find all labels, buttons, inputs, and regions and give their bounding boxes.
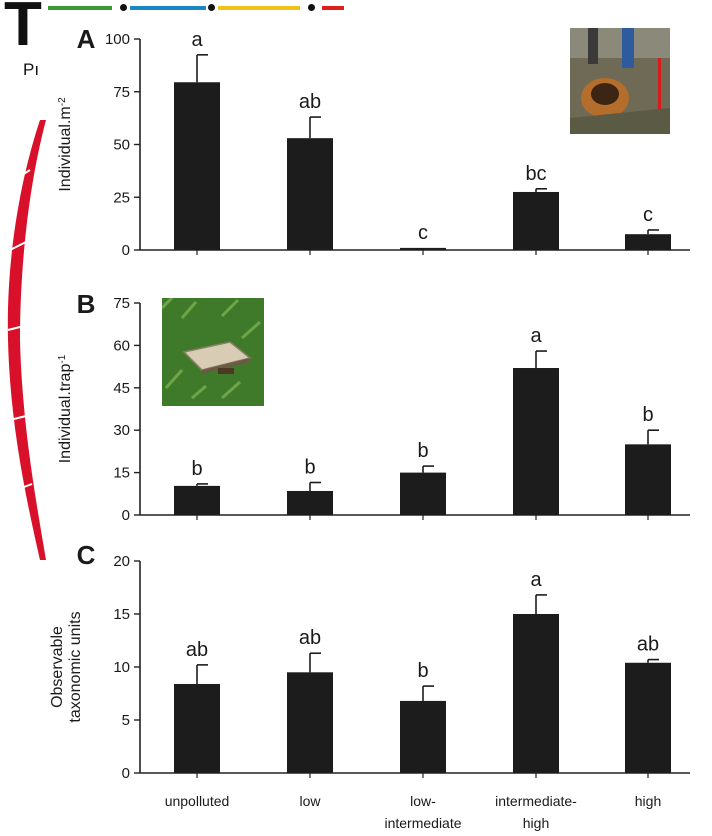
y-tick-label: 30 [113,422,130,439]
bar [400,472,446,515]
significance-letter: a [530,569,542,591]
significance-letter: b [304,456,315,478]
x-category-label: high [635,793,661,809]
color-bar-dot [308,4,315,11]
y-axis-label: Individual.trap-1 [57,354,75,463]
bar [174,683,220,773]
x-category-label: intermediate- [495,793,577,809]
significance-letter: a [191,29,203,51]
y-tick-label: 20 [113,553,130,570]
bar [400,247,446,250]
bar [625,444,671,515]
x-category-label: high [523,815,549,831]
y-tick-label: 50 [113,137,130,154]
y-tick-label: 75 [113,84,130,101]
journal-logo: T [4,0,42,59]
y-tick-label: 0 [122,765,130,782]
y-tick-label: 5 [122,712,130,729]
significance-letter: ab [637,634,659,656]
x-category-label: low [299,793,321,809]
bar [513,191,559,250]
y-tick-label: 60 [113,337,130,354]
significance-letter: c [418,222,428,244]
bar [625,662,671,773]
bar [287,672,333,773]
x-category-label: low- [410,793,436,809]
y-tick-label: 10 [113,659,130,676]
y-axis-label: Individual.m-2 [57,97,75,192]
bar [400,700,446,773]
color-bar-segment [322,6,344,10]
soil-pit-photo [570,28,670,134]
y-tick-label: 15 [113,465,130,482]
bar [625,234,671,250]
significance-letter: b [417,660,428,682]
y-axis-label-superscript: -1 [57,354,68,363]
y-axis-label: Observable [49,626,66,708]
significance-letter: ab [186,639,208,661]
significance-letter: b [642,404,653,426]
bar [513,368,559,515]
bar [174,485,220,515]
y-tick-label: 0 [122,242,130,259]
bar [174,82,220,250]
y-tick-label: 100 [105,31,130,48]
x-category-label: intermediate [384,815,461,831]
significance-letter: b [417,440,428,462]
y-tick-label: 75 [113,295,130,312]
x-category-label: unpolluted [165,793,230,809]
y-tick-label: 45 [113,380,130,397]
y-tick-label: 25 [113,189,130,206]
y-axis-label: taxonomic units [67,611,84,722]
y-tick-label: 15 [113,606,130,623]
significance-letter: ab [299,91,321,113]
color-bar-segment [130,6,206,10]
significance-letter: b [191,458,202,480]
panel-label-c: C [77,540,96,570]
panel-label-b: B [77,289,96,319]
significance-letter: ab [299,627,321,649]
bar [287,138,333,250]
y-tick-label: 0 [122,507,130,524]
bar [513,614,559,773]
color-bar-dot [208,4,215,11]
significance-letter: bc [525,163,546,185]
red-decorative-stroke [7,120,46,560]
color-bar-segment [48,6,112,10]
bar [287,490,333,515]
y-axis-label-superscript: -2 [57,97,68,106]
panel-label-a: A [77,24,96,54]
journal-logo-fragment: Pı [23,60,40,79]
pitfall-trap-photo [162,298,264,406]
significance-letter: a [530,325,542,347]
color-bar-dot [120,4,127,11]
color-bar-segment [218,6,300,10]
significance-letter: c [643,204,653,226]
